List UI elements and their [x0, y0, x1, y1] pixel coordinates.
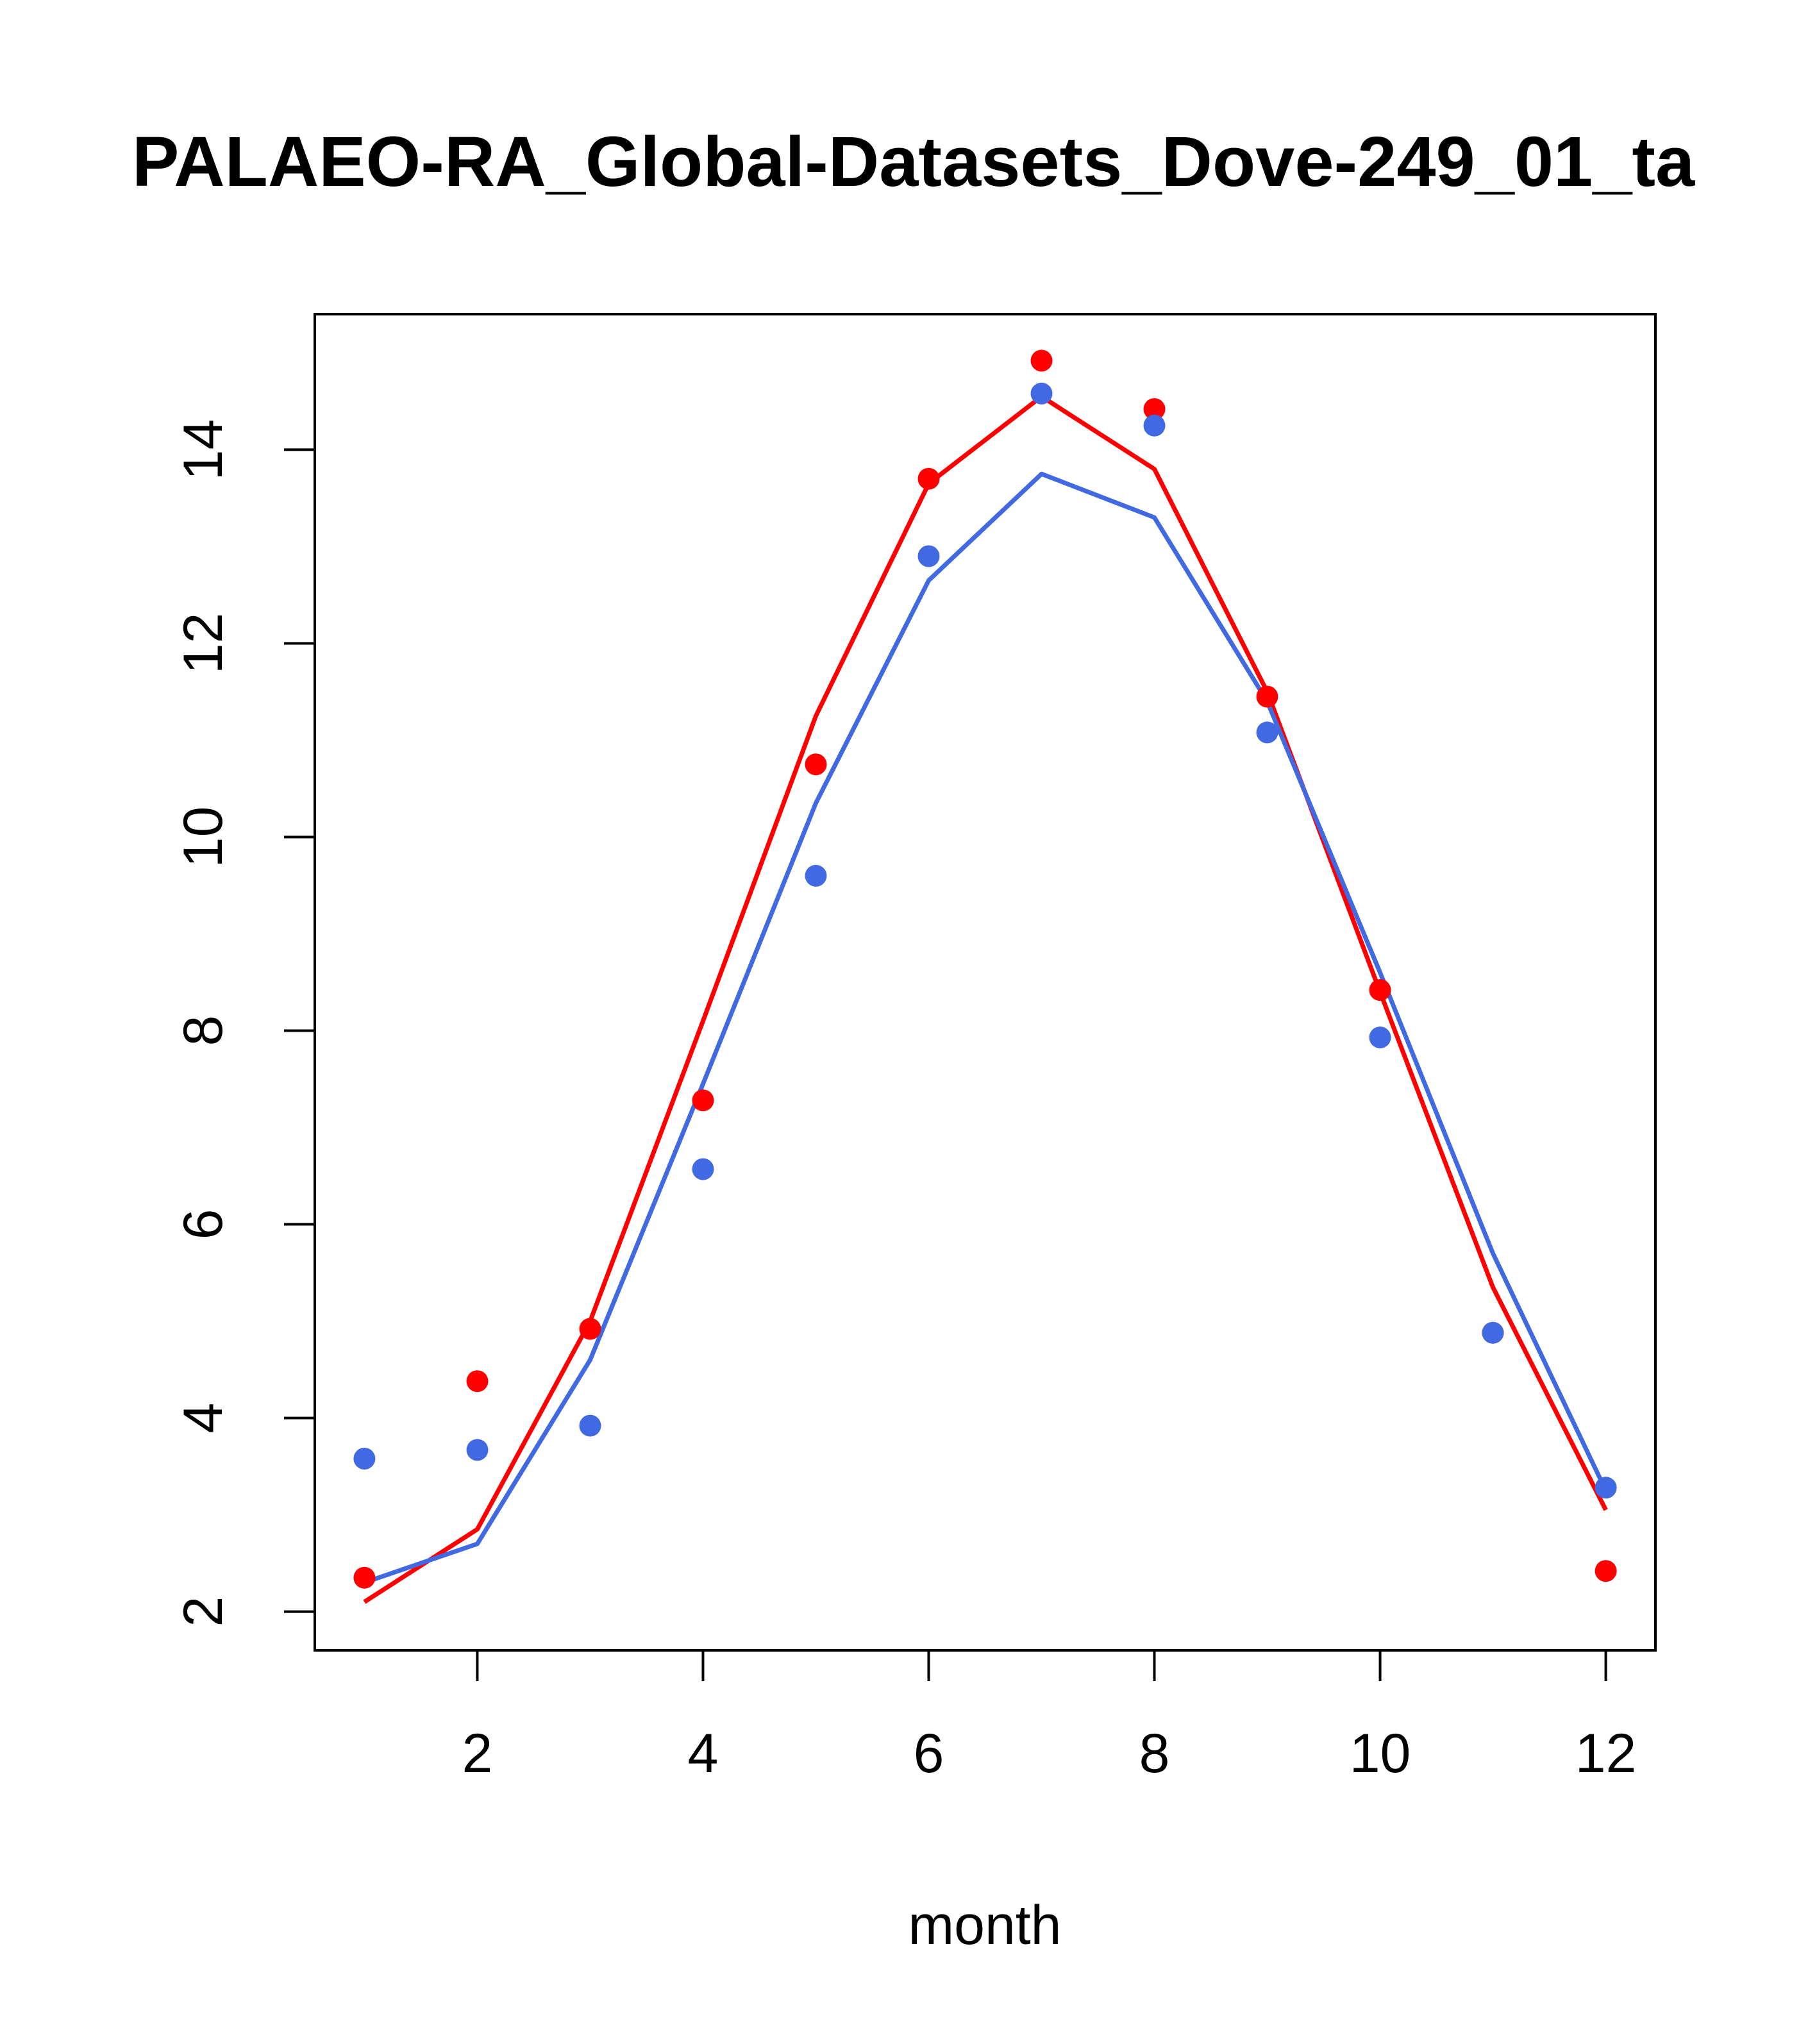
- series-3-point: [917, 545, 940, 567]
- series-3-point: [1256, 721, 1278, 744]
- series-1-line: [364, 471, 1608, 1585]
- x-tick-label: 4: [688, 1723, 719, 1784]
- series-2-point: [692, 1089, 714, 1112]
- series-3-point: [353, 1448, 376, 1470]
- x-tick-label: 10: [1350, 1723, 1411, 1784]
- series-2-point: [917, 467, 940, 490]
- y-tick-label: 14: [172, 419, 234, 481]
- series-3-point: [1369, 1026, 1391, 1049]
- y-tick-label: 4: [172, 1403, 234, 1434]
- series-layer: [353, 349, 1617, 1604]
- y-tick-label: 10: [172, 807, 234, 868]
- series-2-point: [1369, 979, 1391, 1001]
- series-3-point: [1030, 382, 1053, 405]
- y-tick-label: 8: [172, 1016, 234, 1046]
- series-2-point: [579, 1318, 601, 1340]
- x-tick-label: 8: [1139, 1723, 1170, 1784]
- series-3-point: [579, 1414, 601, 1437]
- x-axis-label: month: [908, 1895, 1061, 1956]
- y-tick-label: 2: [172, 1596, 234, 1627]
- x-tick-label: 6: [914, 1723, 944, 1784]
- series-0-line: [363, 394, 1608, 1604]
- series-3-point: [1595, 1477, 1617, 1499]
- y-axis: 2 4 6 8 10 12 14: [172, 419, 315, 1627]
- x-tick-label: 2: [462, 1723, 493, 1784]
- series-2-point: [466, 1370, 489, 1393]
- series-2-point: [805, 753, 827, 776]
- y-tick-label: 12: [172, 613, 234, 674]
- x-axis: 2 4 6 8 10 12: [462, 1650, 1637, 1784]
- series-3-point: [1143, 414, 1166, 437]
- series-2-point: [1143, 398, 1166, 420]
- chart-title: PALAEO-RA_Global-Datasets_Dove-249_01_ta: [132, 122, 1695, 201]
- series-3-point: [1482, 1321, 1504, 1344]
- series-2-point: [353, 1566, 376, 1589]
- series-3-point: [805, 864, 827, 887]
- series-2-point: [1595, 1560, 1617, 1582]
- series-2-point: [1030, 349, 1053, 372]
- series-3-point: [466, 1439, 489, 1461]
- x-tick-label: 12: [1575, 1723, 1637, 1784]
- series-3-point: [692, 1158, 714, 1180]
- y-tick-label: 6: [172, 1209, 234, 1240]
- series-2-point: [1256, 685, 1278, 708]
- plot-frame: [314, 313, 1657, 1652]
